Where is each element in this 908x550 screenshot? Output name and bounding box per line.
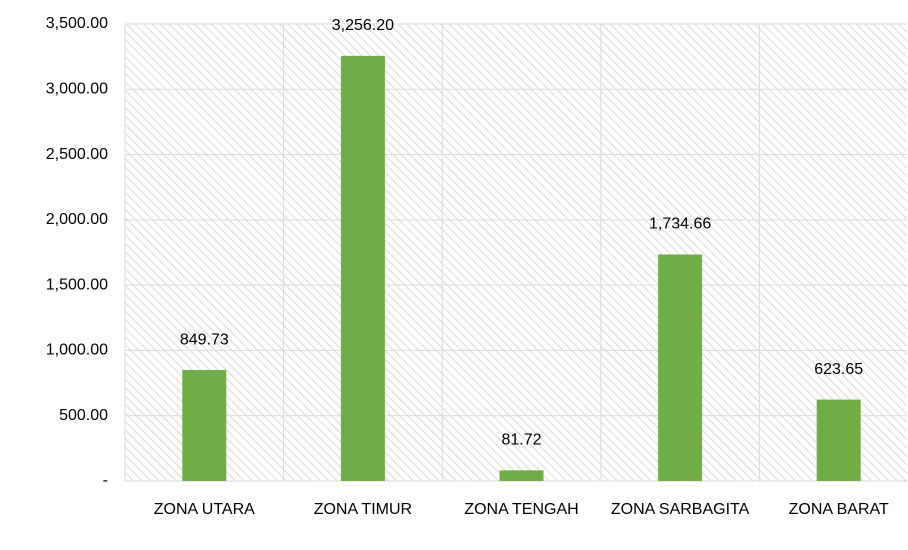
x-tick-label: ZONA TENGAH xyxy=(464,501,578,518)
bar xyxy=(658,254,703,481)
y-tick-label: 1,500.00 xyxy=(46,276,108,293)
y-tick-label: 3,000.00 xyxy=(46,81,108,98)
y-tick-label: 3,500.00 xyxy=(46,15,108,32)
bar xyxy=(182,370,227,481)
plot-area xyxy=(125,24,907,481)
data-label: 849.73 xyxy=(180,331,229,348)
x-tick-label: ZONA BARAT xyxy=(789,501,889,518)
bar xyxy=(816,399,861,481)
y-tick-label: 500.00 xyxy=(59,407,108,424)
data-label: 623.65 xyxy=(814,361,863,378)
x-tick-label: ZONA UTARA xyxy=(154,501,255,518)
y-tick-label: - xyxy=(103,472,108,489)
y-tick-label: 2,000.00 xyxy=(46,211,108,228)
data-label: 81.72 xyxy=(501,432,541,449)
data-label: 1,734.66 xyxy=(649,216,711,233)
y-tick-label: 1,000.00 xyxy=(46,342,108,359)
data-label: 3,256.20 xyxy=(332,17,394,34)
x-tick-label: ZONA SARBAGITA xyxy=(611,501,750,518)
bar xyxy=(499,470,544,481)
bar xyxy=(340,55,385,481)
y-tick-label: 2,500.00 xyxy=(46,146,108,163)
x-tick-label: ZONA TIMUR xyxy=(314,501,412,518)
